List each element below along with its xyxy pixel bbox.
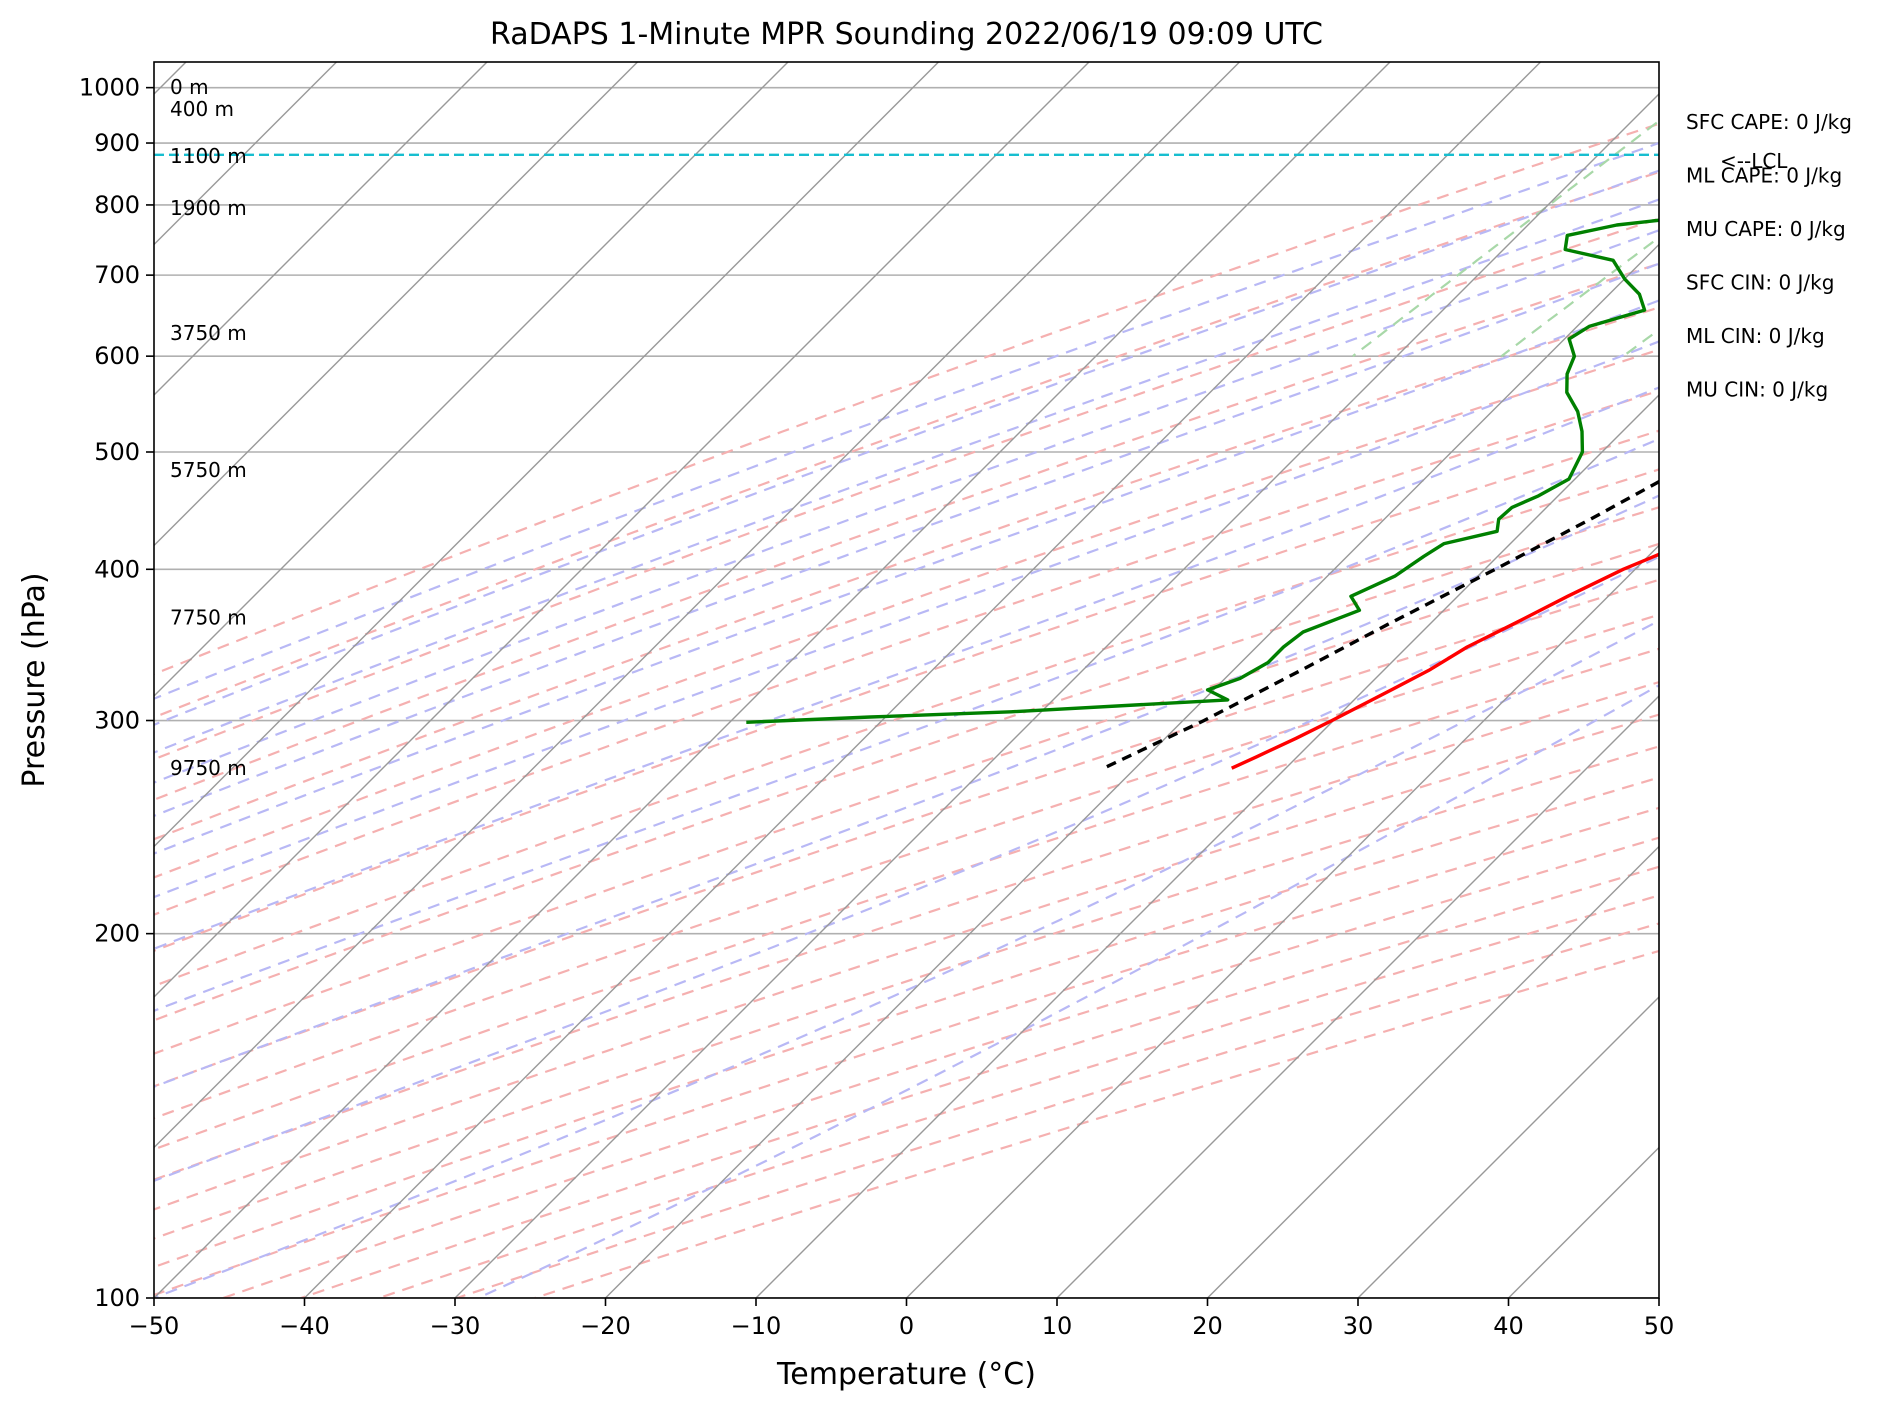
isotherm — [154, 62, 1391, 1298]
isotherm — [1357, 996, 1659, 1298]
isotherm — [1810, 62, 1882, 1298]
x-tick-label: 0 — [899, 1312, 914, 1340]
dry-adiabat — [154, 680, 1659, 1181]
mixing-ratio-line — [1798, 62, 1882, 356]
height-label: 1100 m — [170, 144, 247, 168]
dry-adiabat — [154, 713, 1659, 1211]
isotherm — [154, 62, 488, 396]
moist-adiabat — [154, 299, 1659, 855]
y-tick-label: 900 — [94, 129, 140, 157]
dry-adiabat — [154, 306, 1659, 841]
y-tick-label: 600 — [94, 342, 140, 370]
x-axis-label: Temperature (°C) — [776, 1357, 1036, 1392]
moist-adiabat — [154, 141, 1659, 700]
x-tick-label: −50 — [129, 1312, 180, 1340]
parameter-annotation: ML CAPE: 0 J/kg — [1686, 164, 1842, 188]
y-tick-label: 800 — [94, 191, 140, 219]
background-lines — [154, 62, 1882, 1298]
dry-adiabat — [154, 348, 1659, 879]
y-tick-label: 100 — [94, 1284, 140, 1312]
dewpoint-trace — [746, 218, 1659, 724]
chart-labels: 9750 m 7750 m 5750 m 3750 m 1900 m 1100 m 400 … — [170, 75, 1852, 780]
isotherm — [1658, 1297, 1659, 1298]
parameter-annotation: SFC CAPE: 0 J/kg — [1686, 110, 1852, 134]
isotherm — [605, 243, 1659, 1298]
height-label: 3750 m — [170, 321, 247, 345]
x-tick-label: 40 — [1493, 1312, 1524, 1340]
dry-adiabat — [154, 776, 1659, 1269]
moist-adiabat — [154, 619, 1659, 1298]
plot-frame — [153, 61, 1660, 1299]
isotherm — [454, 93, 1659, 1298]
chart-title: RaDAPS 1-Minute MPR Sounding 2022/06/19 … — [490, 17, 1323, 52]
x-tick-label: 30 — [1343, 1312, 1374, 1340]
temperature-trace — [1230, 552, 1659, 770]
isotherm — [906, 544, 1659, 1298]
sounding-traces — [154, 153, 1659, 770]
mixing-ratio-line — [1500, 236, 1659, 358]
isotherm — [154, 62, 939, 848]
height-label: 0 m — [170, 75, 209, 99]
isotherm — [304, 62, 1541, 1298]
x-tick-label: 10 — [1042, 1312, 1073, 1340]
isotherm — [154, 62, 638, 547]
dry-adiabat — [154, 506, 1659, 1022]
lcl-label: <--LCL — [1720, 149, 1788, 173]
height-label: 5750 m — [170, 458, 247, 482]
x-tick-label: −30 — [430, 1312, 481, 1340]
y-tick-label: 200 — [94, 920, 140, 948]
y-tick-label: 400 — [94, 555, 140, 583]
dry-adiabat — [154, 745, 1659, 1240]
y-tick-label: 700 — [94, 261, 140, 289]
height-label: 9750 m — [170, 756, 247, 780]
isotherm — [154, 62, 1240, 1149]
dry-adiabat — [456, 922, 1659, 1298]
x-tick-label: 20 — [1192, 1312, 1223, 1340]
x-tick-label: −10 — [731, 1312, 782, 1340]
moist-adiabat — [154, 229, 1659, 784]
moist-adiabat — [154, 340, 1659, 899]
height-label: 1900 m — [170, 196, 247, 220]
dry-adiabat — [154, 613, 1659, 1120]
y-axis-label: Pressure (hPa) — [17, 572, 52, 787]
x-tick-label: −40 — [279, 1312, 330, 1340]
y-tick-label: 500 — [94, 438, 140, 466]
axis-ticks: −50 −40 −30 −20 −10 0 10 20 30 40 50 100 200 300 400 50… — [79, 74, 1674, 1340]
isotherm — [154, 62, 789, 697]
parameter-annotation: MU CAPE: 0 J/kg — [1686, 217, 1846, 241]
isotherm — [1056, 695, 1659, 1298]
height-label: 7750 m — [170, 605, 247, 629]
moist-adiabat — [477, 683, 1659, 1298]
dry-adiabat — [154, 262, 1659, 801]
y-tick-label: 1000 — [79, 74, 140, 102]
moist-adiabat — [154, 169, 1659, 726]
parameter-annotation: ML CIN: 0 J/kg — [1686, 324, 1825, 348]
parameter-annotation: MU CIN: 0 J/kg — [1686, 378, 1828, 402]
isotherm — [755, 394, 1659, 1298]
y-tick-label: 300 — [94, 707, 140, 735]
x-tick-label: −20 — [580, 1312, 631, 1340]
mixing-ratio-line — [1699, 62, 1882, 356]
dry-adiabat — [154, 542, 1659, 1055]
mixing-ratio-line — [1622, 328, 1659, 358]
height-label: 400 m — [170, 97, 234, 121]
isotherm — [154, 62, 1090, 998]
dry-adiabat — [154, 429, 1659, 952]
isotherm — [1207, 845, 1659, 1298]
moist-adiabat — [154, 386, 1659, 950]
mixing-ratio-line — [1352, 119, 1659, 358]
x-tick-label: 50 — [1644, 1312, 1675, 1340]
parameter-annotation: SFC CIN: 0 J/kg — [1686, 271, 1834, 295]
